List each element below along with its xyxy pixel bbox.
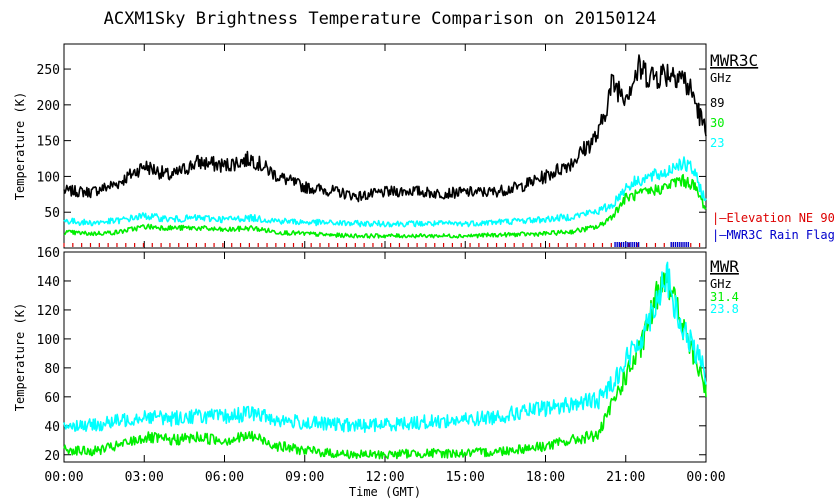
y-tick-label: 150: [37, 135, 60, 150]
y-tick-label: 160: [37, 246, 60, 261]
plot-frame: [63, 251, 707, 463]
x-tick-label: 21:00: [606, 470, 645, 485]
legend-title: MWR: [710, 257, 739, 276]
y-tick-label: 200: [37, 99, 60, 114]
legend-title: MWR3C: [710, 51, 758, 70]
x-tick-label: 12:00: [365, 470, 404, 485]
series-line-23.8: [63, 261, 707, 434]
x-tick-label: 00:00: [686, 470, 725, 485]
legend-entry: 30: [710, 116, 724, 130]
y-tick-label: 80: [44, 362, 60, 377]
series-line-30: [63, 173, 707, 239]
bottom-panel: 20 40 60 80 100 120 140 160 00:00 03:00 06:00 09:00…: [13, 246, 739, 485]
chart-title: ACXM1Sky Brightness Temperature Comparis…: [104, 9, 657, 29]
y-tick-label: 60: [44, 391, 60, 406]
legend-entry: 31.4: [710, 290, 739, 304]
legend-entry: 23.8: [710, 302, 739, 316]
y-tick-label: 250: [37, 63, 60, 78]
flag-legend-elevation: |—Elevation NE 90: [712, 211, 835, 225]
x-tick-label: 09:00: [285, 470, 324, 485]
y-tick-label: 140: [37, 275, 60, 290]
legend-unit: GHz: [710, 277, 732, 291]
series-line-31.4: [63, 269, 707, 460]
legend-entry: 89: [710, 96, 724, 110]
legend-entry: 23: [710, 136, 724, 150]
y-tick-label: 20: [44, 449, 60, 464]
x-tick-label: 18:00: [526, 470, 565, 485]
legend-unit: GHz: [710, 71, 732, 85]
y-axis-label: Temperature (K): [13, 92, 27, 200]
series-line-23: [63, 156, 707, 228]
y-tick-label: 50: [44, 206, 60, 221]
flag-legend-rain: |—MWR3C Rain Flag: [712, 228, 835, 242]
x-axis-label: Time (GMT): [349, 485, 421, 499]
x-tick-label: 00:00: [44, 470, 83, 485]
x-tick-label: 15:00: [446, 470, 485, 485]
y-axis-label: Temperature (K): [13, 303, 27, 411]
y-tick-label: 100: [37, 170, 60, 185]
x-tick-label: 03:00: [125, 470, 164, 485]
y-tick-label: 40: [44, 420, 60, 435]
series-line-89: [63, 54, 707, 203]
x-tick-label: 06:00: [205, 470, 244, 485]
y-tick-label: 120: [37, 304, 60, 319]
y-tick-label: 100: [37, 333, 60, 348]
